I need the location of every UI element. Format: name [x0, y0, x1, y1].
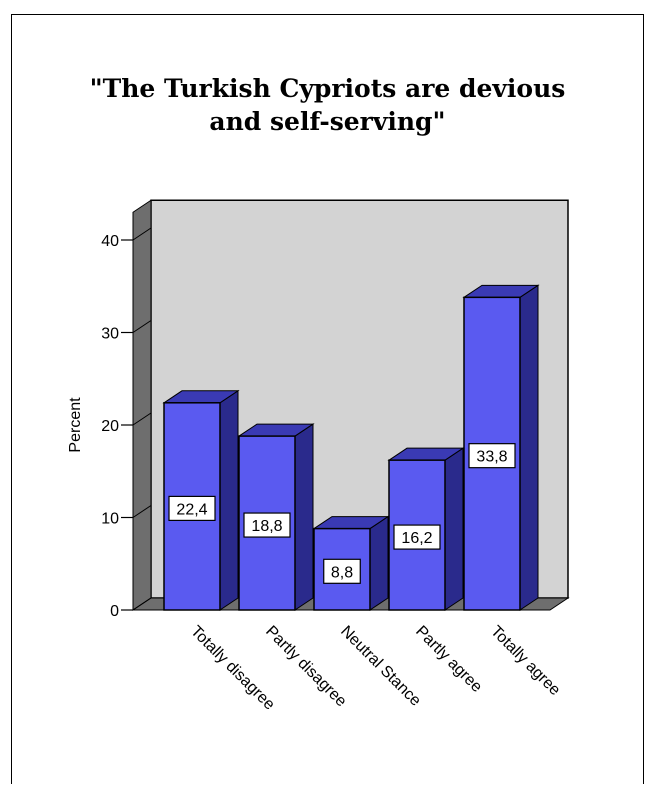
y-tick-depth	[132, 320, 152, 333]
value-label-box	[323, 558, 361, 584]
bar-side	[294, 423, 314, 611]
y-axis-title: Percent	[67, 397, 84, 453]
y-tick-depth	[132, 227, 152, 241]
chart-title-line-2: and self-serving"	[209, 107, 446, 136]
chart-title-line-1: "The Turkish Cypriots are devious	[89, 74, 566, 103]
value-label: 8,8	[331, 564, 353, 581]
y-tick-label: 10	[101, 511, 119, 528]
value-label: 16,2	[401, 530, 432, 547]
bar-side	[519, 284, 539, 611]
chart-title: "The Turkish Cypriots are devious and se…	[0, 72, 655, 138]
value-label-box	[393, 524, 441, 550]
y-tick-label: 0	[110, 603, 119, 620]
value-label: 33,8	[476, 449, 507, 466]
bar-side	[369, 515, 389, 611]
value-label: 18,8	[251, 518, 282, 535]
y-tick-label: 20	[101, 418, 119, 435]
y-tick-depth	[132, 597, 152, 611]
category-label: Partly agree	[412, 623, 485, 696]
value-label-box	[468, 443, 516, 469]
y-tick-label: 40	[101, 233, 119, 250]
category-label: Totally agree	[487, 623, 563, 699]
y-tick-depth	[132, 505, 152, 518]
category-label: Partly disagree	[262, 623, 350, 711]
value-label-box	[168, 495, 216, 521]
bar-side	[444, 447, 464, 611]
category-label: Neutral Stance	[337, 623, 424, 710]
y-tick-depth	[132, 412, 152, 426]
value-label: 22,4	[176, 501, 207, 518]
plot-side-wall	[132, 199, 152, 611]
value-label-box	[243, 512, 291, 538]
y-tick-label: 30	[101, 326, 119, 343]
bar-side	[219, 389, 239, 611]
chart-frame	[11, 14, 644, 784]
